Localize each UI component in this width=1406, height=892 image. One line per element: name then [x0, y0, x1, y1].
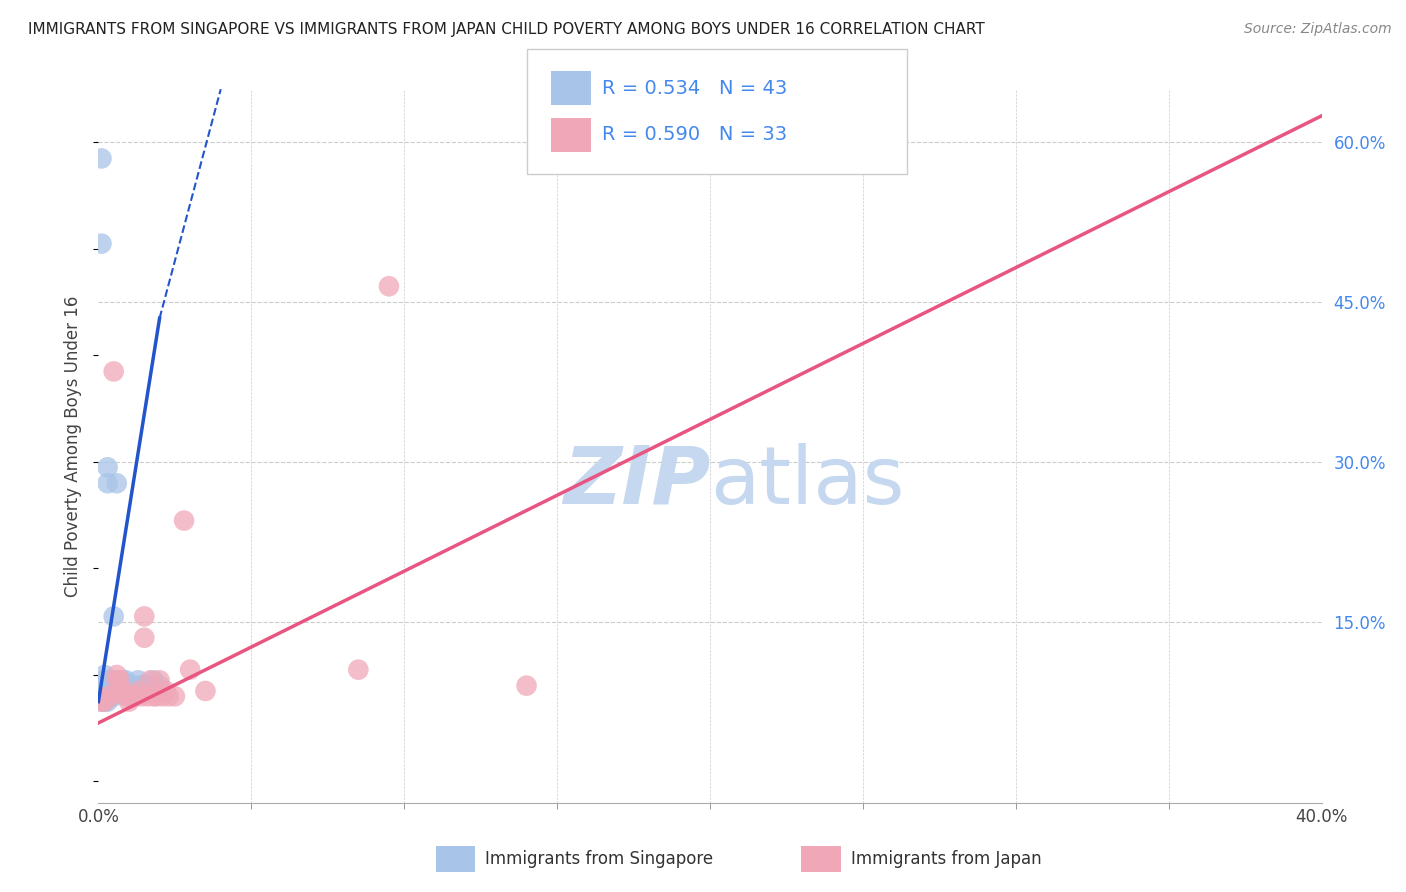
Point — [115, 673, 138, 688]
Point — [97, 679, 120, 693]
Point — [100, 679, 122, 693]
Point — [90, 695, 112, 709]
Point — [136, 679, 159, 693]
Point — [149, 679, 172, 693]
Point — [108, 673, 131, 688]
Text: IMMIGRANTS FROM SINGAPORE VS IMMIGRANTS FROM JAPAN CHILD POVERTY AMONG BOYS UNDE: IMMIGRANTS FROM SINGAPORE VS IMMIGRANTS … — [28, 22, 984, 37]
Point — [103, 364, 125, 378]
Point — [152, 690, 174, 704]
Point — [100, 690, 122, 704]
Point — [118, 679, 141, 693]
Point — [115, 679, 138, 693]
Point — [105, 684, 128, 698]
Point — [105, 679, 128, 693]
Text: R = 0.590   N = 33: R = 0.590 N = 33 — [602, 125, 787, 145]
Point — [136, 690, 159, 704]
Point — [105, 673, 128, 688]
Text: Immigrants from Singapore: Immigrants from Singapore — [485, 850, 713, 868]
Point — [108, 673, 131, 688]
Text: R = 0.534   N = 43: R = 0.534 N = 43 — [602, 78, 787, 98]
Point — [118, 695, 141, 709]
Point — [157, 690, 180, 704]
Point — [93, 695, 115, 709]
Point — [145, 690, 167, 704]
Point — [142, 673, 165, 688]
Point — [93, 673, 115, 688]
Text: Immigrants from Japan: Immigrants from Japan — [851, 850, 1042, 868]
Point — [163, 690, 186, 704]
Point — [124, 690, 146, 704]
Text: atlas: atlas — [710, 442, 904, 521]
Point — [100, 690, 122, 704]
Point — [115, 690, 138, 704]
Point — [93, 668, 115, 682]
Point — [129, 679, 152, 693]
Point — [124, 679, 146, 693]
Point — [347, 663, 370, 677]
Point — [118, 684, 141, 698]
Point — [97, 460, 120, 475]
Point — [118, 690, 141, 704]
Point — [129, 690, 152, 704]
Point — [103, 690, 125, 704]
Point — [139, 673, 162, 688]
Point — [134, 609, 156, 624]
Point — [173, 514, 195, 528]
Point — [127, 673, 149, 688]
Point — [105, 668, 128, 682]
Text: ZIP: ZIP — [562, 442, 710, 521]
Point — [100, 684, 122, 698]
Point — [142, 690, 165, 704]
Point — [93, 679, 115, 693]
Point — [108, 679, 131, 693]
Point — [121, 690, 143, 704]
Point — [134, 631, 156, 645]
Point — [105, 476, 128, 491]
Point — [115, 684, 138, 698]
Point — [97, 690, 120, 704]
Point — [93, 695, 115, 709]
Point — [155, 684, 177, 698]
Point — [103, 679, 125, 693]
Point — [149, 673, 172, 688]
Point — [90, 236, 112, 251]
Y-axis label: Child Poverty Among Boys Under 16: Child Poverty Among Boys Under 16 — [65, 295, 83, 597]
Point — [516, 679, 538, 693]
Point — [90, 152, 112, 166]
Point — [97, 684, 120, 698]
Point — [103, 684, 125, 698]
Point — [90, 679, 112, 693]
Point — [134, 679, 156, 693]
Point — [194, 684, 217, 698]
Point — [111, 684, 134, 698]
Point — [93, 684, 115, 698]
Point — [97, 695, 120, 709]
Point — [108, 684, 131, 698]
Point — [121, 679, 143, 693]
Point — [378, 279, 401, 293]
Point — [103, 609, 125, 624]
Point — [90, 695, 112, 709]
Point — [111, 673, 134, 688]
Text: Source: ZipAtlas.com: Source: ZipAtlas.com — [1244, 22, 1392, 37]
Point — [179, 663, 201, 677]
Point — [97, 476, 120, 491]
Point — [100, 673, 122, 688]
Point — [127, 684, 149, 698]
Point — [111, 684, 134, 698]
